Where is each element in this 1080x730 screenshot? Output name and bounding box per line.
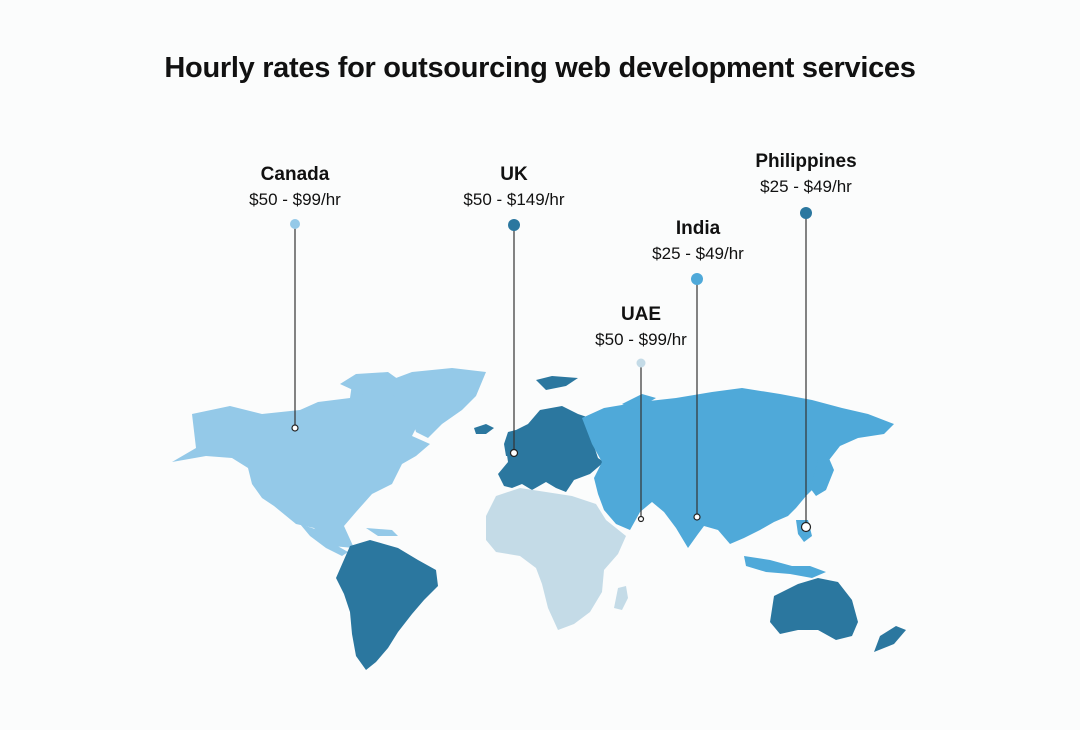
uae-label: UAE $50 - $99/hr: [566, 304, 716, 351]
uae-name: UAE: [620, 304, 662, 325]
india-name: India: [675, 218, 721, 239]
central-america-region: [300, 524, 348, 556]
canada-pin-anchor: [291, 424, 299, 432]
new-zealand-region: [874, 626, 906, 652]
canada-rate: $50 - $99/hr: [249, 190, 341, 209]
arctic-islands-region: [340, 372, 402, 396]
uk-pin-anchor: [509, 448, 519, 458]
japan-region: [810, 456, 834, 496]
canada-name: Canada: [260, 164, 330, 185]
north-america-region: [172, 378, 430, 548]
novaya-zemlya-region: [622, 394, 656, 410]
uk-name: UK: [500, 164, 528, 185]
indonesia-region: [744, 556, 826, 578]
uae-rate: $50 - $99/hr: [595, 330, 687, 349]
uk-rate: $50 - $149/hr: [463, 190, 565, 209]
iceland-region: [474, 424, 494, 434]
uae-pin-head: [636, 358, 646, 368]
asia-region: [582, 388, 894, 548]
philippines-rate: $25 - $49/hr: [760, 177, 852, 196]
india-rate: $25 - $49/hr: [652, 244, 744, 263]
svalbard-region: [536, 376, 578, 390]
canada-pin: [290, 219, 300, 432]
greenland-region: [380, 368, 486, 438]
philippines-pin-anchor: [800, 521, 812, 533]
philippines-label: Philippines $25 - $49/hr: [731, 151, 881, 198]
uae-pin-anchor: [637, 515, 645, 523]
canada-pin-head: [290, 219, 300, 229]
india-pin-head: [691, 273, 703, 285]
india-pin: [691, 273, 703, 521]
philippines-pin: [800, 207, 812, 533]
philippines-name: Philippines: [755, 151, 857, 172]
india-label: India $25 - $49/hr: [623, 218, 773, 265]
map-title: Hourly rates for outsourcing web develop…: [164, 52, 916, 84]
australia-region: [770, 578, 858, 640]
south-america-region: [336, 540, 438, 670]
india-pin-anchor: [693, 513, 701, 521]
philippines-pin-head: [800, 207, 812, 219]
uae-pin: [636, 358, 646, 523]
canada-label: Canada $50 - $99/hr: [225, 164, 365, 211]
europe-region: [498, 406, 604, 492]
uk-label: UK $50 - $149/hr: [439, 164, 589, 211]
uk-pin: [508, 219, 520, 458]
madagascar-region: [614, 586, 628, 610]
caribbean-region: [366, 528, 398, 536]
africa-region: [486, 488, 626, 630]
uk-pin-head: [508, 219, 520, 231]
